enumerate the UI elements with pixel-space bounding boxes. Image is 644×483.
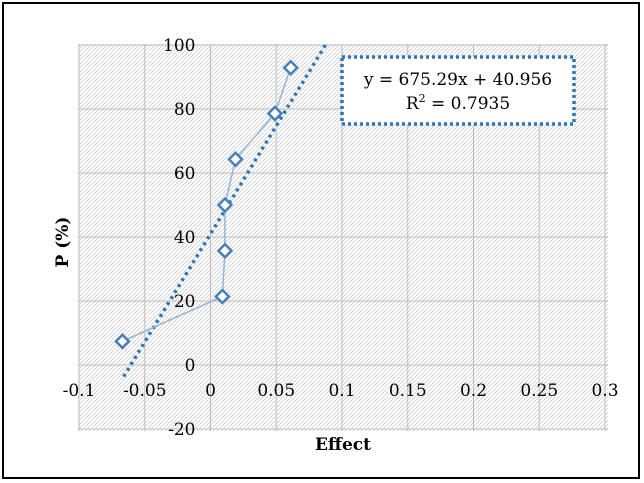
- series-group: [114, 59, 299, 350]
- data-point-marker: [227, 150, 244, 168]
- x-tick-label: 0.2: [460, 381, 487, 401]
- r2-symbol: R: [406, 94, 420, 114]
- data-point-marker: [114, 333, 131, 350]
- x-tick-label: 0.1: [328, 381, 355, 401]
- trendline-r2: R2 = 0.7935: [406, 92, 510, 114]
- x-tick-label: 0.05: [257, 381, 295, 401]
- x-tick-label: -0.1: [63, 381, 96, 401]
- trendline-equation: y = 675.29x + 40.956: [363, 70, 552, 90]
- data-point-marker: [282, 59, 299, 76]
- y-tick-label: -20: [168, 420, 195, 440]
- chart-svg: -0.1 -0.05 0 0.05 0.1 0.15 0.2 0.25 0.3 -20 0 20 40…: [53, 36, 619, 455]
- data-point-marker: [214, 288, 231, 305]
- trendline-equation-box: y = 675.29x + 40.956 R2 = 0.7935: [340, 55, 576, 126]
- x-tick-labels: -0.1 -0.05 0 0.05 0.1 0.15 0.2 0.25 0.3: [63, 381, 619, 401]
- r2-value: = 0.7935: [426, 94, 511, 114]
- x-tick-label: 0.3: [591, 381, 618, 401]
- data-point-marker: [266, 105, 284, 122]
- x-tick-label: -0.05: [123, 381, 167, 401]
- trendline-group: [122, 44, 327, 378]
- y-tick-label: 100: [163, 36, 195, 56]
- y-tick-label: 20: [174, 292, 196, 312]
- gridlines: [78, 44, 608, 431]
- chart-frame: -0.1 -0.05 0 0.05 0.1 0.15 0.2 0.25 0.3 -20 0 20 40…: [2, 2, 640, 479]
- data-point-marker: [216, 196, 234, 214]
- equation-box-border: [340, 55, 576, 126]
- x-tick-label: 0: [205, 381, 216, 401]
- r2-superscript: 2: [419, 92, 426, 105]
- x-tick-label: 0.25: [520, 381, 558, 401]
- data-point-marker: [216, 242, 234, 260]
- trendline: [122, 44, 327, 378]
- x-tick-label: 0.15: [389, 381, 427, 401]
- y-tick-label: 80: [174, 100, 196, 120]
- y-axis-label: P (%): [53, 217, 73, 268]
- x-axis-label: Effect: [315, 435, 371, 455]
- y-tick-label: 40: [174, 228, 196, 248]
- y-tick-label: 60: [174, 164, 196, 184]
- y-tick-label: 0: [185, 356, 196, 376]
- y-tick-labels: -20 0 20 40 60 80 100: [163, 36, 195, 440]
